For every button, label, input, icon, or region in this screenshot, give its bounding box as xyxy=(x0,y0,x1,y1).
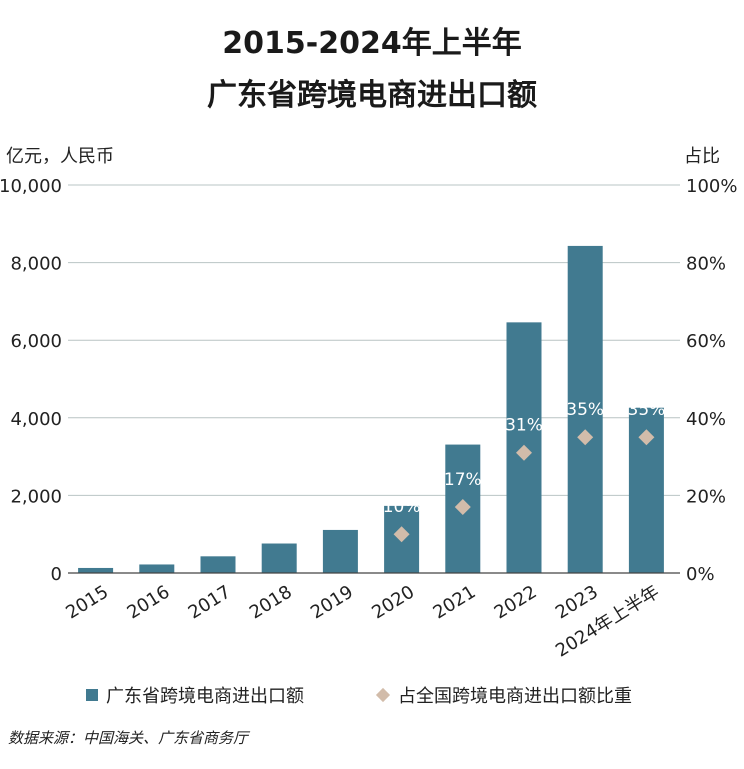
chart-title-line2: 广东省跨境电商进出口额 xyxy=(207,78,537,113)
y-tick-label: 10,000 xyxy=(0,176,62,197)
chart-title-line1: 2015-2024年上半年 xyxy=(222,26,522,61)
x-tick-label: 2020 xyxy=(368,581,418,623)
legend-item-share: 占全国跨境电商进出口额比重 xyxy=(375,682,632,708)
share-marker xyxy=(638,429,655,446)
x-tick-label: 2015 xyxy=(62,581,112,623)
y2-tick-label: 80% xyxy=(686,254,726,275)
x-tick-label: 2019 xyxy=(307,581,357,623)
legend-bar-swatch xyxy=(86,689,98,701)
chart-canvas: 0 0% 2,000 20% 4,000 40% 6,000 60% 8,000 80% 10,00… xyxy=(0,176,737,662)
share-marker xyxy=(577,429,594,446)
y-tick-label: 8,000 xyxy=(10,254,62,275)
x-tick-label: 2017 xyxy=(185,581,235,623)
x-tick-label: 2022 xyxy=(491,581,541,623)
x-tick-label: 2018 xyxy=(246,581,296,623)
share-data-label: 10% xyxy=(383,497,421,517)
right-axis-unit: 占比 xyxy=(684,146,720,167)
y-tick-label: 6,000 xyxy=(10,331,62,352)
bar xyxy=(567,245,603,573)
bar xyxy=(78,567,114,573)
share-data-label: 35% xyxy=(628,400,666,420)
legend-label-amount: 广东省跨境电商进出口额 xyxy=(106,686,304,707)
y2-tick-label: 20% xyxy=(686,486,726,507)
share-marker xyxy=(516,444,532,461)
x-tick-label: 2016 xyxy=(123,581,173,623)
share-data-label: 17% xyxy=(444,470,482,490)
y2-tick-label: 60% xyxy=(686,331,726,352)
y-tick-label: 4,000 xyxy=(10,409,62,430)
bar xyxy=(139,564,175,573)
legend-item-amount: 广东省跨境电商进出口额 xyxy=(86,682,304,708)
x-tick-label: 2024年上半年 xyxy=(552,581,663,661)
share-data-label: 35% xyxy=(566,400,604,420)
source-note: 数据来源：中国海关、广东省商务厅 xyxy=(8,729,249,747)
bar xyxy=(200,556,236,573)
x-tick-label: 2021 xyxy=(429,581,479,623)
share-data-label: 31% xyxy=(505,416,543,436)
bar xyxy=(261,543,297,573)
share-marker xyxy=(393,526,410,543)
y2-tick-label: 100% xyxy=(686,176,737,197)
y-tick-label: 2,000 xyxy=(10,486,62,507)
legend-diamond-swatch xyxy=(375,687,391,703)
left-axis-unit: 亿元，人民币 xyxy=(6,146,114,167)
bar xyxy=(322,529,358,573)
legend-label-share: 占全国跨境电商进出口额比重 xyxy=(398,686,632,707)
y2-tick-label: 0% xyxy=(686,564,715,585)
y-tick-label: 0 xyxy=(51,564,62,585)
y2-tick-label: 40% xyxy=(686,409,726,430)
share-marker xyxy=(454,499,471,516)
